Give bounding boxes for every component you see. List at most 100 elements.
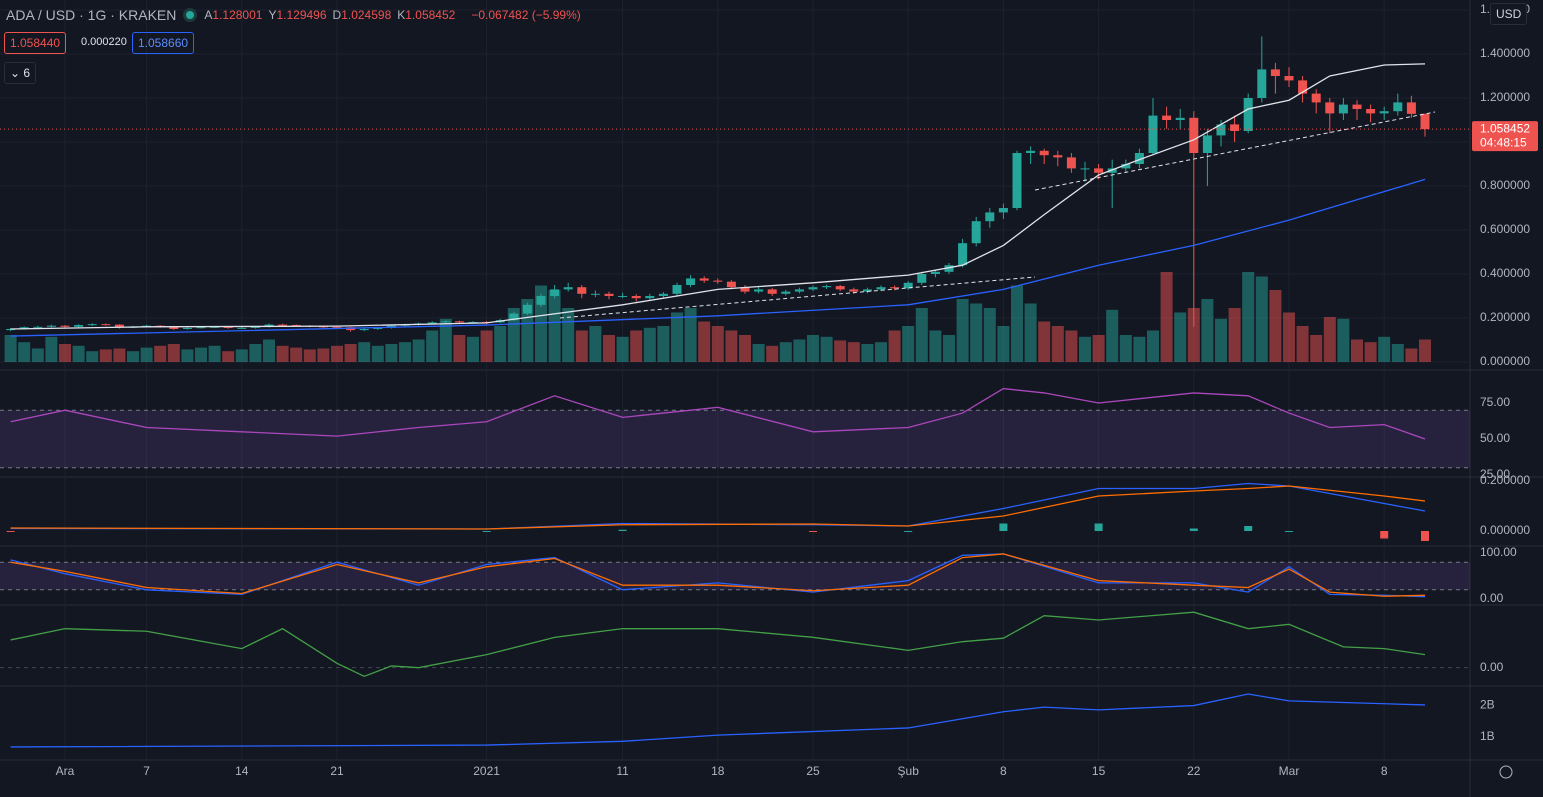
indicator-line <box>10 611 1426 678</box>
candle-body <box>645 296 655 299</box>
candle-body <box>808 287 818 290</box>
candle-body <box>794 289 804 292</box>
candle-body <box>1216 124 1226 136</box>
volume-bar <box>956 299 969 362</box>
y-tick-label: 75.00 <box>1480 395 1510 409</box>
candle-body <box>767 289 777 294</box>
candle-body <box>604 293 614 296</box>
x-tick-label: 11 <box>616 764 629 778</box>
volume-bar <box>943 335 955 362</box>
candle-body <box>264 324 274 327</box>
candle-body <box>590 293 600 295</box>
bid[interactable]: 1.058440 <box>4 32 67 54</box>
candle-body <box>427 322 437 324</box>
last-price-tag <box>1472 121 1538 152</box>
volume-bar <box>195 347 207 362</box>
currency[interactable]: USD <box>1490 3 1528 25</box>
candle-body <box>686 278 696 285</box>
ohlc-label: K <box>397 8 406 22</box>
volume-bar <box>997 326 1010 362</box>
candle-body <box>781 291 791 294</box>
volume-bar <box>1038 321 1051 362</box>
ohlc-value: 1.058452 <box>405 8 456 22</box>
candle-body <box>60 325 70 327</box>
volume-bar <box>1419 339 1431 362</box>
candle-body <box>1094 168 1104 173</box>
volume-bar <box>439 318 452 362</box>
candle-body <box>1189 117 1199 153</box>
volume-bar <box>603 335 615 362</box>
candle-body <box>699 278 709 281</box>
candle-body <box>754 289 764 292</box>
indicator-line <box>10 178 1426 337</box>
volume-bar <box>18 342 31 362</box>
candle-body <box>1175 117 1185 120</box>
indicator-line <box>10 63 1426 330</box>
volume-bar <box>249 344 262 362</box>
change: −0.067482 (−5.99%) <box>471 8 581 22</box>
volume-bar <box>412 339 425 362</box>
y-tick-label: 100.00 <box>1480 545 1517 559</box>
volume-bar <box>861 344 874 362</box>
x-tick-label: 25 <box>806 764 820 778</box>
volume-bar <box>1255 276 1268 362</box>
volume-bar <box>929 330 942 362</box>
histogram-bar <box>1094 523 1103 531</box>
volume-bar <box>807 335 819 362</box>
volume-bar <box>235 349 248 362</box>
indicator-toggle[interactable]: ⌄ 6 <box>4 62 37 84</box>
volume-bar <box>45 336 58 362</box>
candle-body <box>101 324 111 326</box>
candle-body <box>1257 69 1267 98</box>
candle-body <box>210 326 220 328</box>
indicator-count: 6 <box>23 66 31 80</box>
y-tick-label: 0.200000 <box>1480 473 1530 487</box>
volume-bar <box>834 340 847 362</box>
candle-body <box>373 327 383 329</box>
x-tick-label: Ara <box>56 764 75 778</box>
candle-body <box>876 287 886 290</box>
candle-body <box>468 321 478 323</box>
histogram-bar <box>1189 528 1198 531</box>
volume-bar <box>1323 317 1336 362</box>
volume-bar <box>154 345 167 362</box>
y-tick-label: 50.00 <box>1480 431 1510 445</box>
symbol-title: ADA / USD · 1G · KRAKEN <box>6 7 177 23</box>
candle-body <box>318 326 328 328</box>
volume-bar <box>263 339 275 362</box>
histogram-bar <box>618 529 627 531</box>
indicator-line <box>10 482 1426 530</box>
volume-bar <box>657 326 670 362</box>
ask[interactable]: 1.058660 <box>132 32 195 54</box>
candle-body <box>250 326 260 328</box>
ohlc-value: 1.024598 <box>341 8 392 22</box>
candle-body <box>835 286 845 290</box>
y-tick-label: 1B <box>1480 729 1495 743</box>
volume-bar <box>1079 336 1091 362</box>
volume-bar <box>181 349 194 362</box>
candle-body <box>223 326 233 328</box>
volume-bar <box>385 344 398 362</box>
candle-body <box>1121 164 1131 169</box>
volume-bar <box>711 326 724 362</box>
candle-body <box>930 271 940 274</box>
x-tick-label: 7 <box>143 764 150 778</box>
y-tick-label: 2B <box>1480 698 1495 712</box>
candle-body <box>1420 113 1430 130</box>
settings-icon[interactable] <box>1499 765 1513 779</box>
volume-bar <box>31 348 44 362</box>
volume-bar <box>208 345 221 362</box>
candle-body <box>74 325 84 327</box>
volume-bar <box>725 330 738 362</box>
volume-bar <box>1187 308 1200 362</box>
volume-bar <box>1228 308 1241 362</box>
candle-body <box>822 286 832 288</box>
volume-bar <box>59 344 71 362</box>
volume-bar <box>1283 312 1295 362</box>
candle-body <box>849 289 859 292</box>
y-tick-label: 0.00 <box>1480 660 1504 674</box>
ohlc-value: 1.128001 <box>212 8 263 22</box>
candle-body <box>237 327 247 329</box>
candle-body <box>944 265 954 272</box>
